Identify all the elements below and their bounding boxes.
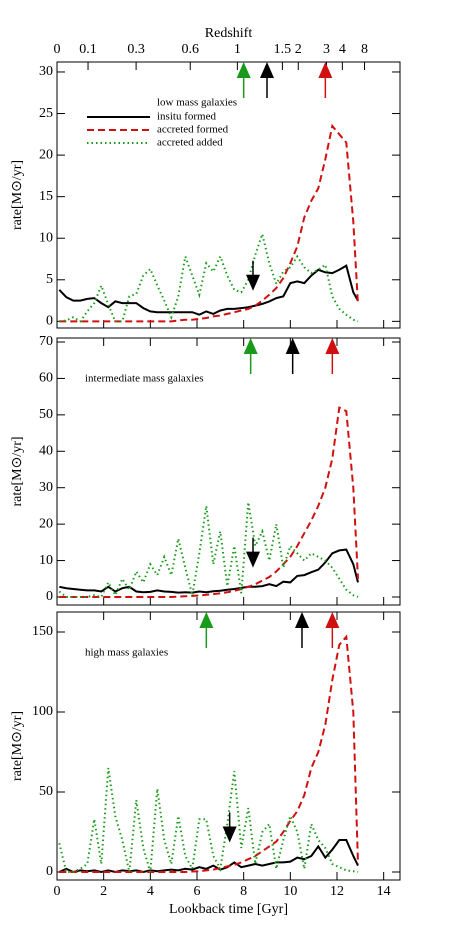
x2-tick-label: 0 [54,42,61,57]
x-tick-label: 14 [377,884,391,899]
y-tick-label: 50 [39,407,53,422]
y-tick-label: 0 [46,589,53,604]
arrow-head [325,338,340,354]
y-tick-label: 40 [39,444,53,459]
x-tick-label: 0 [54,884,61,899]
x2-tick-label: 0.3 [127,42,145,57]
x2-tick-label: 1 [234,42,241,57]
x-axis-label: Lookback time [Gyr] [169,902,288,917]
series-line [59,406,359,598]
arrow-head [236,62,251,78]
plot-frame [56,611,401,881]
arrow-head [260,62,274,78]
legend-label: insitu formed [157,111,216,123]
y-axis-label: rate[M⊙/yr] [10,160,25,230]
y-tick-label: 150 [32,624,53,639]
series-line [58,502,359,599]
y-tick-label: 100 [32,704,53,719]
x2-tick-label: 0.6 [181,42,199,57]
x2-tick-label: 0.1 [79,42,97,57]
panel-annotation: high mass galaxies [85,647,168,659]
series-line [59,230,359,323]
arrow-head [243,338,258,354]
y-tick-label: 5 [46,272,53,287]
y-tick-label: 50 [39,784,53,799]
series-line [58,264,359,316]
series-line [59,123,359,323]
y-tick-label: 70 [39,334,53,349]
x2-tick-label: 1.5 [274,42,292,57]
arrow-head [222,826,237,843]
x2-tick-label: 3 [323,42,330,57]
arrow-head [295,612,309,628]
y-axis-label: rate[M⊙/yr] [10,436,25,506]
x2-tick-label: 8 [361,42,368,57]
x-tick-label: 12 [330,884,344,899]
y-tick-label: 25 [39,106,53,121]
x-tick-label: 8 [240,884,247,899]
x-tick-label: 10 [283,884,297,899]
y-tick-label: 20 [39,147,53,162]
x-tick-label: 2 [100,884,107,899]
arrow-head [246,551,260,568]
panel-annotation: low mass galaxies [157,97,237,109]
legend-label: accreted added [157,137,223,149]
series-line [58,839,359,874]
x-tick-label: 4 [147,884,154,899]
y-tick-label: 15 [39,189,53,204]
y-tick-label: 10 [39,230,53,245]
y-tick-label: 0 [46,314,53,329]
arrow-head [318,62,333,78]
series-line [59,548,359,594]
arrow-head [325,612,340,628]
series-line [59,634,359,873]
plot-frame [56,61,401,329]
x2-axis-label: Redshift [205,26,253,41]
plot-frame [56,337,401,606]
arrow-head [285,338,300,354]
y-tick-label: 60 [39,371,53,386]
arrow-head [199,612,214,628]
y-axis-label: rate[M⊙/yr] [10,711,25,781]
y-tick-label: 30 [39,64,53,79]
y-tick-label: 10 [39,553,53,568]
x2-tick-label: 4 [339,42,346,57]
arrow-head [246,274,260,291]
x2-tick-label: 2 [295,42,302,57]
x-tick-label: 6 [194,884,201,899]
series-line [58,767,359,873]
panel-annotation: intermediate mass galaxies [85,373,204,385]
legend-label: accreted formed [157,124,229,136]
y-tick-label: 30 [39,480,53,495]
y-tick-label: 20 [39,516,53,531]
y-tick-label: 0 [46,864,53,879]
